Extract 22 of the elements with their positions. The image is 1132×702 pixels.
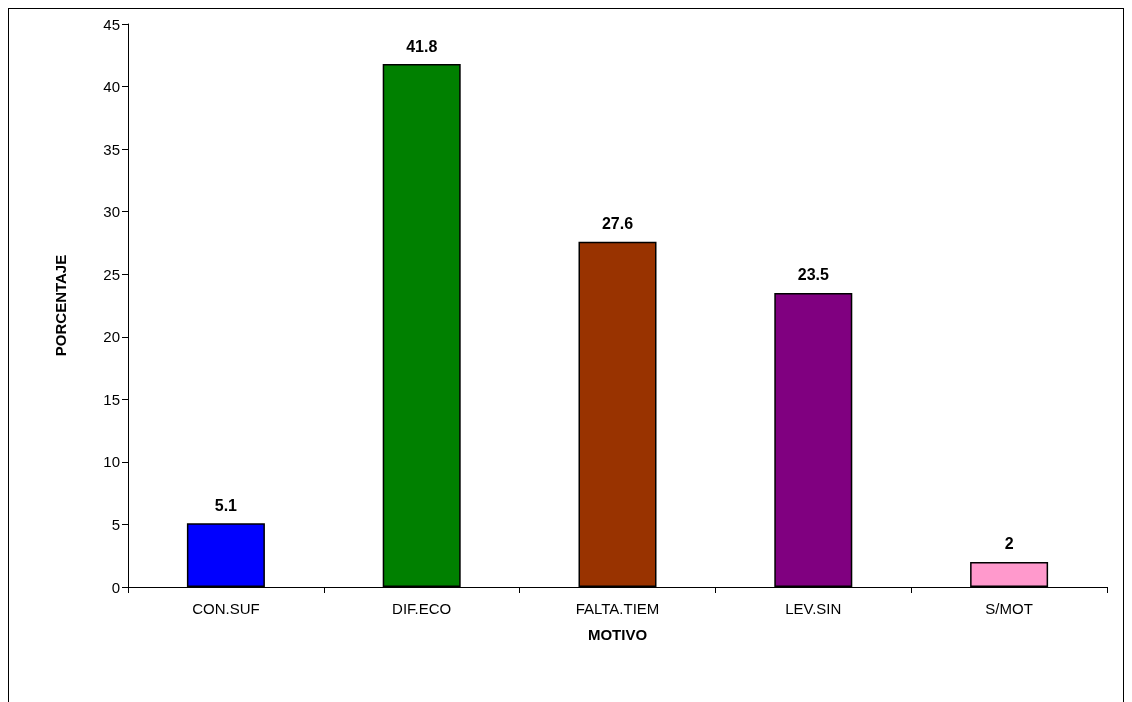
x-axis-title: MOTIVO — [587, 626, 648, 643]
y-tick-label: 20 — [103, 328, 120, 346]
x-tick-label: DIF.ECO — [392, 600, 452, 617]
data-label: 23.5 — [797, 266, 829, 284]
y-axis-title: PORCENTAJE — [52, 254, 69, 357]
y-tick-label: 45 — [103, 15, 120, 33]
y-tick-label: 40 — [103, 78, 120, 96]
data-label: 2 — [1004, 535, 1014, 553]
y-tick-label: 30 — [103, 203, 120, 221]
x-tick-label: CON.SUF — [192, 600, 260, 617]
y-tick-label: 5 — [111, 515, 120, 533]
data-label: 41.8 — [406, 37, 438, 55]
y-tick-label: 10 — [103, 453, 120, 471]
y-tick-label: 25 — [103, 265, 120, 283]
data-label: 27.6 — [601, 215, 634, 233]
data-label: 5.1 — [214, 496, 238, 514]
y-tick-label: 15 — [103, 390, 120, 408]
x-tick-label: S/MOT — [985, 600, 1033, 617]
y-tick-label: 35 — [103, 140, 120, 158]
x-tick-label: FALTA.TIEM — [575, 600, 660, 617]
x-tick-label: LEV.SIN — [785, 600, 842, 617]
y-tick-label: 0 — [111, 578, 120, 596]
